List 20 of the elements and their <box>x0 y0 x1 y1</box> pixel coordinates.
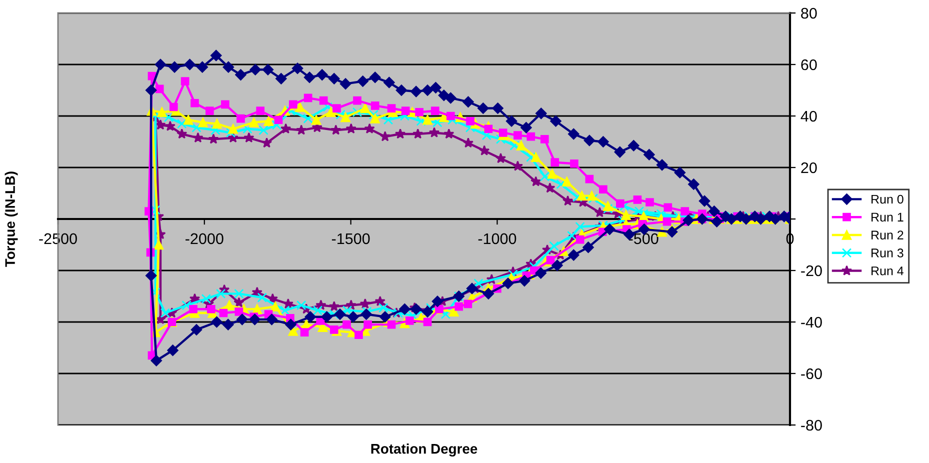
y-tick-label: -40 <box>801 316 822 328</box>
y-tick-label: -60 <box>801 368 822 380</box>
legend-label: Run 2 <box>872 230 904 240</box>
legend-label: Run 1 <box>872 212 904 222</box>
y-tick-label: 40 <box>800 110 817 122</box>
legend-label: Run 4 <box>872 266 904 276</box>
x-tick-label: -1000 <box>478 233 516 244</box>
x-tick-label: -500 <box>628 233 658 244</box>
x-axis-title: Rotation Degree <box>371 444 478 457</box>
y-tick-label: 60 <box>801 59 817 70</box>
x-tick-label: -2000 <box>186 233 224 244</box>
x-tick-label: -2500 <box>39 233 77 244</box>
y-axis-title: Torque (IN-LB) <box>4 172 18 267</box>
legend-label: Run 0 <box>872 194 904 204</box>
y-tick-label: -80 <box>801 420 822 431</box>
x-tick-label: -1500 <box>332 233 370 244</box>
y-tick-label: 20 <box>801 162 817 174</box>
y-tick-label: -20 <box>801 265 822 276</box>
y-tick-label: 80 <box>801 8 817 19</box>
legend-label: Run 3 <box>872 248 904 258</box>
